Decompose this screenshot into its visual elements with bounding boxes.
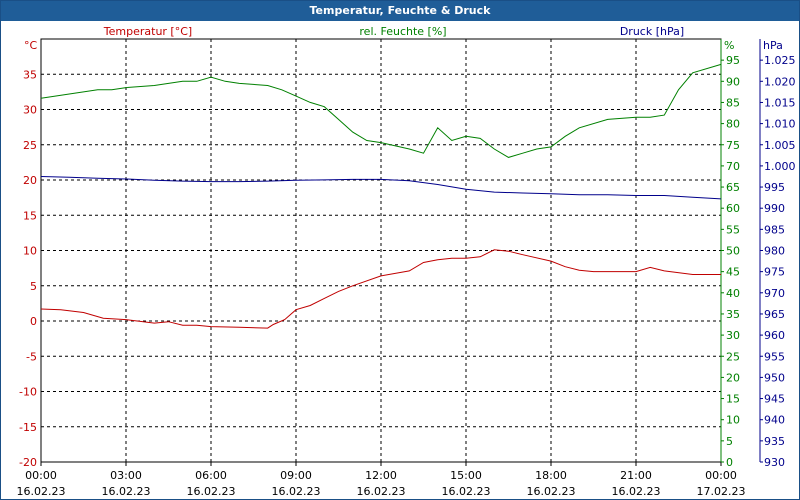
pressure-tick-label: 950	[764, 371, 785, 384]
x-tick-time: 15:00	[450, 469, 482, 482]
series-layer	[40, 63, 722, 329]
pressure-tick-label: 990	[764, 202, 785, 215]
pressure-tick-label: 1.020	[764, 75, 796, 88]
x-tick-time: 00:00	[705, 469, 737, 482]
x-tick-date: 16.02.23	[17, 485, 66, 498]
humidity-axis-title: rel. Feuchte [%]	[359, 25, 446, 38]
temp-tick-label: -20	[19, 456, 37, 469]
temp-tick-label: 5	[30, 280, 37, 293]
humidity-tick-label: 40	[726, 287, 740, 300]
humidity-tick-label: 55	[726, 223, 740, 236]
humidity-tick-label: 15	[726, 393, 740, 406]
pressure-tick-label: 1.015	[764, 96, 796, 109]
humidity-tick-label: 75	[726, 139, 740, 152]
humidity-tick-label: 25	[726, 350, 740, 363]
temp-tick-label: 35	[23, 68, 37, 81]
pressure-tick-label: 965	[764, 308, 785, 321]
humidity-unit-label: %	[724, 39, 734, 52]
x-tick-date: 16.02.23	[442, 485, 491, 498]
pressure-tick-label: 995	[764, 181, 785, 194]
humidity-tick-label: 90	[726, 75, 740, 88]
humidity-tick-label: 5	[726, 435, 733, 448]
humidity-tick-label: 95	[726, 54, 740, 67]
humidity-tick-label: 60	[726, 202, 740, 215]
pressure-tick-label: 935	[764, 435, 785, 448]
pressure-tick-label: 980	[764, 245, 785, 258]
pressure-tick-label: 1.010	[764, 118, 796, 131]
pressure-axis-title: Druck [hPa]	[620, 25, 684, 38]
temp-tick-label: -10	[19, 386, 37, 399]
humidity-tick-label: 65	[726, 181, 740, 194]
pressure-tick-label: 1.005	[764, 139, 796, 152]
series-line-pressure	[40, 176, 722, 200]
axes	[40, 38, 763, 466]
axis-labels: 00:00 16.02.23 03:00 16.02.23 06:00 16.02.23 0…	[17, 25, 796, 498]
x-tick-time: 09:00	[280, 469, 312, 482]
pressure-tick-label: 940	[764, 414, 785, 427]
x-tick-date: 17.02.23	[697, 485, 746, 498]
chart-title: Temperatur, Feuchte & Druck	[1, 1, 799, 21]
x-tick-time: 12:00	[365, 469, 397, 482]
temp-tick-label: -15	[19, 421, 37, 434]
x-tick-date: 16.02.23	[272, 485, 321, 498]
temp-unit-label: °C	[24, 39, 38, 52]
humidity-tick-label: 30	[726, 329, 740, 342]
humidity-tick-label: 85	[726, 96, 740, 109]
series-line-humidity	[40, 63, 722, 158]
series-line-temperature	[40, 249, 721, 329]
humidity-tick-label: 50	[726, 245, 740, 258]
temp-tick-label: 30	[23, 104, 37, 117]
temp-tick-label: 10	[23, 245, 37, 258]
humidity-tick-label: 45	[726, 266, 740, 279]
pressure-tick-label: 975	[764, 266, 785, 279]
pressure-tick-label: 1.000	[764, 160, 796, 173]
temp-tick-label: 15	[23, 209, 37, 222]
x-tick-time: 21:00	[620, 469, 652, 482]
pressure-tick-label: 930	[764, 456, 785, 469]
humidity-tick-label: 10	[726, 414, 740, 427]
x-tick-date: 16.02.23	[357, 485, 406, 498]
temp-tick-label: 25	[23, 139, 37, 152]
humidity-tick-label: 35	[726, 308, 740, 321]
x-tick-date: 16.02.23	[187, 485, 236, 498]
humidity-tick-label: 0	[726, 456, 733, 469]
temp-axis-title: Temperatur [°C]	[103, 25, 192, 38]
temp-tick-label: 0	[30, 315, 37, 328]
x-tick-date: 16.02.23	[102, 485, 151, 498]
x-tick-time: 00:00	[25, 469, 57, 482]
pressure-tick-label: 945	[764, 393, 785, 406]
pressure-tick-label: 1.025	[764, 54, 796, 67]
humidity-tick-label: 70	[726, 160, 740, 173]
pressure-tick-label: 955	[764, 350, 785, 363]
x-tick-time: 18:00	[535, 469, 567, 482]
humidity-tick-label: 20	[726, 371, 740, 384]
x-tick-time: 06:00	[195, 469, 227, 482]
x-tick-time: 03:00	[110, 469, 142, 482]
pressure-tick-label: 970	[764, 287, 785, 300]
x-tick-date: 16.02.23	[612, 485, 661, 498]
pressure-unit-label: hPa	[763, 39, 783, 52]
grid	[41, 39, 721, 462]
x-tick-date: 16.02.23	[527, 485, 576, 498]
pressure-tick-label: 960	[764, 329, 785, 342]
humidity-tick-label: 80	[726, 118, 740, 131]
temp-tick-label: -5	[26, 350, 37, 363]
pressure-tick-label: 985	[764, 223, 785, 236]
temp-tick-label: 20	[23, 174, 37, 187]
